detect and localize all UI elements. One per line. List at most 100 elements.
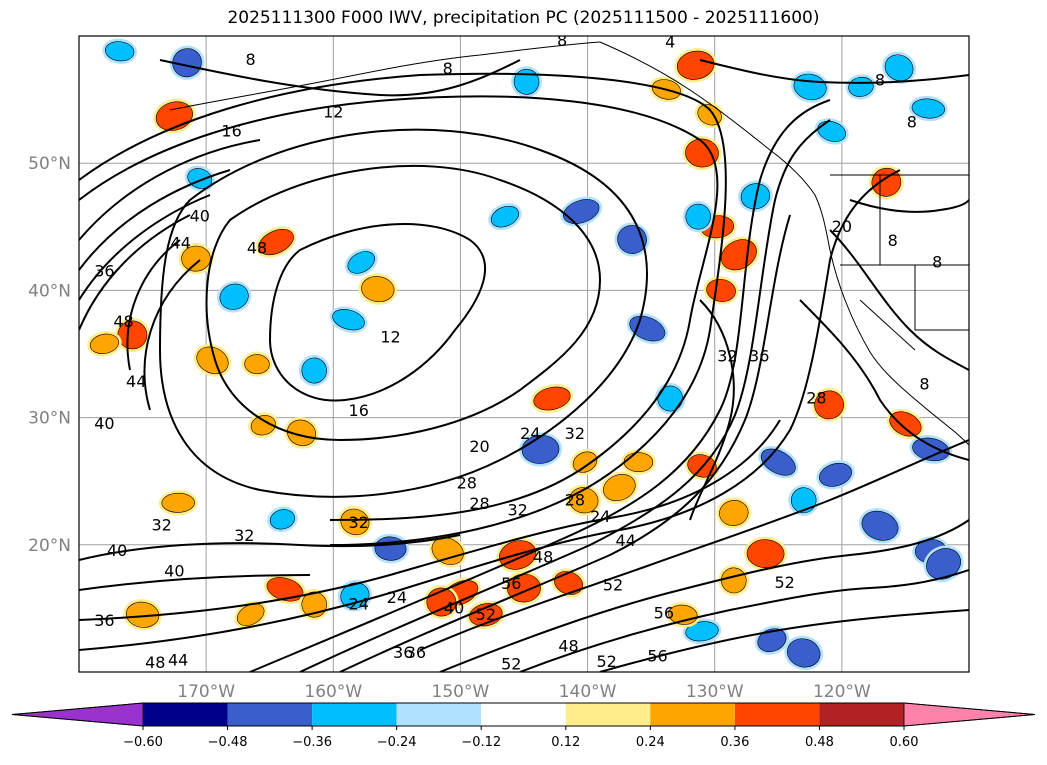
- lon-tick-label: 160°W: [304, 682, 362, 702]
- contour-label: 52: [501, 654, 521, 673]
- contour-label: 20: [832, 217, 852, 236]
- precip-patch: [674, 48, 718, 83]
- colorbar-segment: [565, 703, 651, 726]
- lon-tick-label: 140°W: [559, 682, 617, 702]
- contour-line: [79, 534, 461, 561]
- contour-line: [79, 419, 781, 621]
- contour-label: 8: [932, 252, 942, 271]
- precip-patch: [241, 351, 273, 377]
- contour-line: [79, 169, 901, 651]
- precip-patch: [886, 408, 925, 440]
- colorbar-segment: [819, 703, 904, 726]
- lat-tick-label: 20°N: [28, 536, 71, 556]
- contour-label: 48: [113, 312, 133, 331]
- contour-label: 56: [501, 574, 521, 593]
- contour-line: [699, 59, 969, 84]
- contour-label: 44: [126, 372, 146, 391]
- map-frame: [78, 35, 970, 673]
- precip-patch: [193, 343, 232, 377]
- colorbar-segment: [481, 703, 566, 726]
- contour-label: 52: [774, 573, 794, 592]
- contour-label: 32: [349, 513, 369, 532]
- contour-label: 32: [565, 424, 585, 443]
- lon-tick-label: 170°W: [177, 682, 235, 702]
- precip-patch: [298, 354, 330, 387]
- coastlines: [169, 41, 969, 446]
- contour-line: [689, 299, 735, 521]
- contour-line: [79, 95, 719, 521]
- colorbar-tick-label: −0.60: [123, 735, 163, 750]
- colorbar-tick-label: −0.12: [461, 735, 501, 750]
- contour-label: 48: [533, 548, 553, 567]
- chart-title: 2025111300 F000 IWV, precipitation PC (2…: [227, 8, 820, 28]
- border-line: [914, 265, 969, 331]
- colorbar-tick-label: 0.48: [805, 735, 834, 750]
- precip-patch: [158, 490, 198, 516]
- contour-label: 8: [557, 31, 567, 50]
- precip-patch: [102, 38, 138, 64]
- contour-label: 36: [749, 347, 769, 366]
- contour-label: 40: [190, 207, 210, 226]
- latitude-axis: 20°N 30°N 40°N 50°N: [28, 154, 71, 556]
- contour-label: 40: [107, 541, 127, 560]
- precip-patch: [754, 625, 790, 655]
- precip-patch: [570, 448, 600, 476]
- colorbar-tick-label: −0.48: [208, 735, 248, 750]
- contour-line: [126, 239, 181, 371]
- precip-patch: [744, 536, 788, 571]
- contour-label: 24: [387, 588, 407, 607]
- lat-tick-label: 30°N: [28, 409, 71, 429]
- contour-label: 56: [647, 647, 667, 666]
- precip-patch: [784, 635, 824, 671]
- precip-patch: [329, 306, 368, 333]
- precip-patch: [682, 201, 714, 233]
- contour-label: 32: [507, 500, 527, 519]
- contour-line: [339, 214, 791, 672]
- precip-patch: [703, 276, 739, 305]
- colorbar-tick-label: 0.12: [551, 735, 580, 750]
- contour-label: 8: [443, 59, 453, 78]
- precip-patch: [344, 248, 378, 277]
- contour-label: 28: [469, 494, 489, 513]
- contour-line: [519, 569, 969, 672]
- contour-label: 28: [565, 490, 585, 509]
- contour-line: [799, 299, 969, 461]
- colorbar-segment: [227, 703, 313, 726]
- colorbar-segment: [396, 703, 482, 726]
- precip-patch: [923, 545, 964, 583]
- contour-label: 8: [246, 50, 256, 69]
- precip-patch: [682, 135, 722, 171]
- contour-label: 48: [247, 238, 267, 257]
- precip-patch: [811, 387, 847, 422]
- precip-patch: [255, 226, 297, 258]
- precip-patch: [358, 273, 398, 305]
- contour-label: 48: [145, 653, 165, 672]
- colorbar-segment: [143, 703, 228, 726]
- precip-patch: [530, 384, 574, 414]
- contour-label: 36: [94, 261, 114, 280]
- contour-line: [159, 59, 521, 97]
- contour-line: [79, 139, 261, 241]
- border-line: [859, 299, 916, 351]
- contour-label: 32: [151, 516, 171, 535]
- precip-patch: [858, 508, 902, 544]
- contour-line: [268, 222, 487, 402]
- contour-label: 52: [603, 576, 623, 595]
- contour-line: [158, 128, 648, 498]
- colorbar-segment: [650, 703, 735, 726]
- contour-line: [299, 119, 831, 672]
- colorbar-segment: [734, 703, 820, 726]
- contour-label: 36: [393, 643, 413, 662]
- iwv-contours: [79, 59, 969, 672]
- contour-label: 8: [875, 71, 885, 90]
- contour-line: [79, 574, 311, 591]
- contour-label: 8: [907, 112, 917, 131]
- contour-label: 56: [654, 603, 674, 622]
- contour-line: [205, 164, 602, 442]
- contour-label: 52: [476, 605, 496, 624]
- lat-tick-label: 40°N: [28, 281, 71, 301]
- colorbar: −0.60 −0.48 −0.36 −0.24 −0.12 0.12 0.24 0.36 0.4…: [11, 702, 1036, 750]
- precip-patch: [248, 412, 279, 439]
